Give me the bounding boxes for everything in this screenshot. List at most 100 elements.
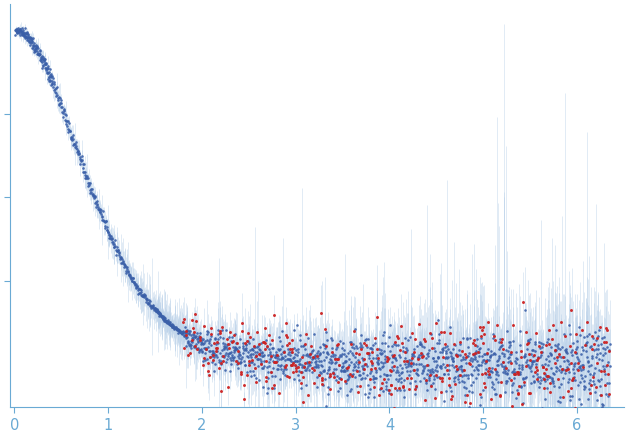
- Point: [364, 351, 374, 358]
- Point: [122, 266, 133, 273]
- Point: [305, 353, 315, 360]
- Point: [420, 375, 430, 382]
- Point: [204, 338, 214, 345]
- Point: [225, 361, 236, 368]
- Point: [112, 247, 122, 254]
- Point: [550, 347, 560, 354]
- Point: [398, 339, 408, 346]
- Point: [102, 223, 112, 230]
- Point: [396, 379, 406, 386]
- Point: [244, 340, 254, 347]
- Point: [207, 353, 217, 360]
- Point: [281, 361, 291, 368]
- Point: [477, 371, 487, 378]
- Point: [264, 359, 274, 366]
- Point: [312, 384, 322, 391]
- Point: [535, 344, 545, 351]
- Point: [357, 344, 367, 351]
- Point: [489, 385, 499, 392]
- Point: [117, 255, 127, 262]
- Point: [483, 346, 493, 353]
- Point: [238, 343, 248, 350]
- Point: [456, 362, 466, 369]
- Point: [570, 405, 580, 412]
- Point: [311, 373, 322, 380]
- Point: [565, 397, 575, 404]
- Point: [188, 332, 198, 339]
- Point: [506, 350, 516, 357]
- Point: [444, 382, 454, 388]
- Point: [242, 329, 252, 336]
- Point: [521, 306, 531, 313]
- Point: [466, 371, 476, 378]
- Point: [151, 309, 161, 316]
- Point: [85, 189, 95, 196]
- Point: [24, 38, 35, 45]
- Point: [215, 327, 225, 334]
- Point: [284, 357, 295, 364]
- Point: [291, 365, 301, 372]
- Point: [153, 309, 163, 316]
- Point: [233, 347, 243, 354]
- Point: [310, 354, 320, 361]
- Point: [457, 363, 467, 370]
- Point: [374, 345, 384, 352]
- Point: [158, 315, 168, 322]
- Point: [521, 328, 531, 335]
- Point: [599, 339, 609, 346]
- Point: [431, 364, 441, 371]
- Point: [82, 174, 92, 181]
- Point: [480, 383, 490, 390]
- Point: [238, 339, 248, 346]
- Point: [276, 338, 286, 345]
- Point: [600, 365, 610, 372]
- Point: [173, 327, 183, 334]
- Point: [487, 368, 497, 375]
- Point: [580, 384, 590, 391]
- Point: [467, 371, 477, 378]
- Point: [549, 355, 559, 362]
- Point: [390, 339, 400, 346]
- Point: [207, 341, 217, 348]
- Point: [275, 345, 285, 352]
- Point: [316, 357, 326, 364]
- Point: [577, 371, 587, 378]
- Point: [61, 117, 71, 124]
- Point: [379, 376, 389, 383]
- Point: [154, 309, 164, 316]
- Point: [230, 331, 240, 338]
- Point: [543, 353, 553, 360]
- Point: [553, 376, 563, 383]
- Point: [257, 348, 267, 355]
- Point: [237, 327, 247, 334]
- Point: [289, 353, 299, 360]
- Point: [361, 361, 371, 368]
- Point: [517, 361, 527, 368]
- Point: [399, 393, 409, 400]
- Point: [288, 369, 298, 376]
- Point: [551, 326, 561, 333]
- Point: [392, 332, 403, 339]
- Point: [108, 239, 118, 246]
- Point: [553, 357, 563, 364]
- Point: [23, 33, 33, 40]
- Point: [312, 349, 322, 356]
- Point: [113, 246, 123, 253]
- Point: [249, 365, 259, 372]
- Point: [571, 366, 582, 373]
- Point: [119, 260, 129, 267]
- Point: [296, 343, 306, 350]
- Point: [388, 352, 398, 359]
- Point: [18, 28, 28, 35]
- Point: [362, 362, 372, 369]
- Point: [408, 350, 418, 357]
- Point: [585, 371, 595, 378]
- Point: [182, 326, 192, 333]
- Point: [495, 391, 505, 398]
- Point: [265, 350, 275, 357]
- Point: [442, 362, 452, 369]
- Point: [281, 332, 291, 339]
- Point: [375, 385, 385, 392]
- Point: [561, 348, 571, 355]
- Point: [320, 345, 330, 352]
